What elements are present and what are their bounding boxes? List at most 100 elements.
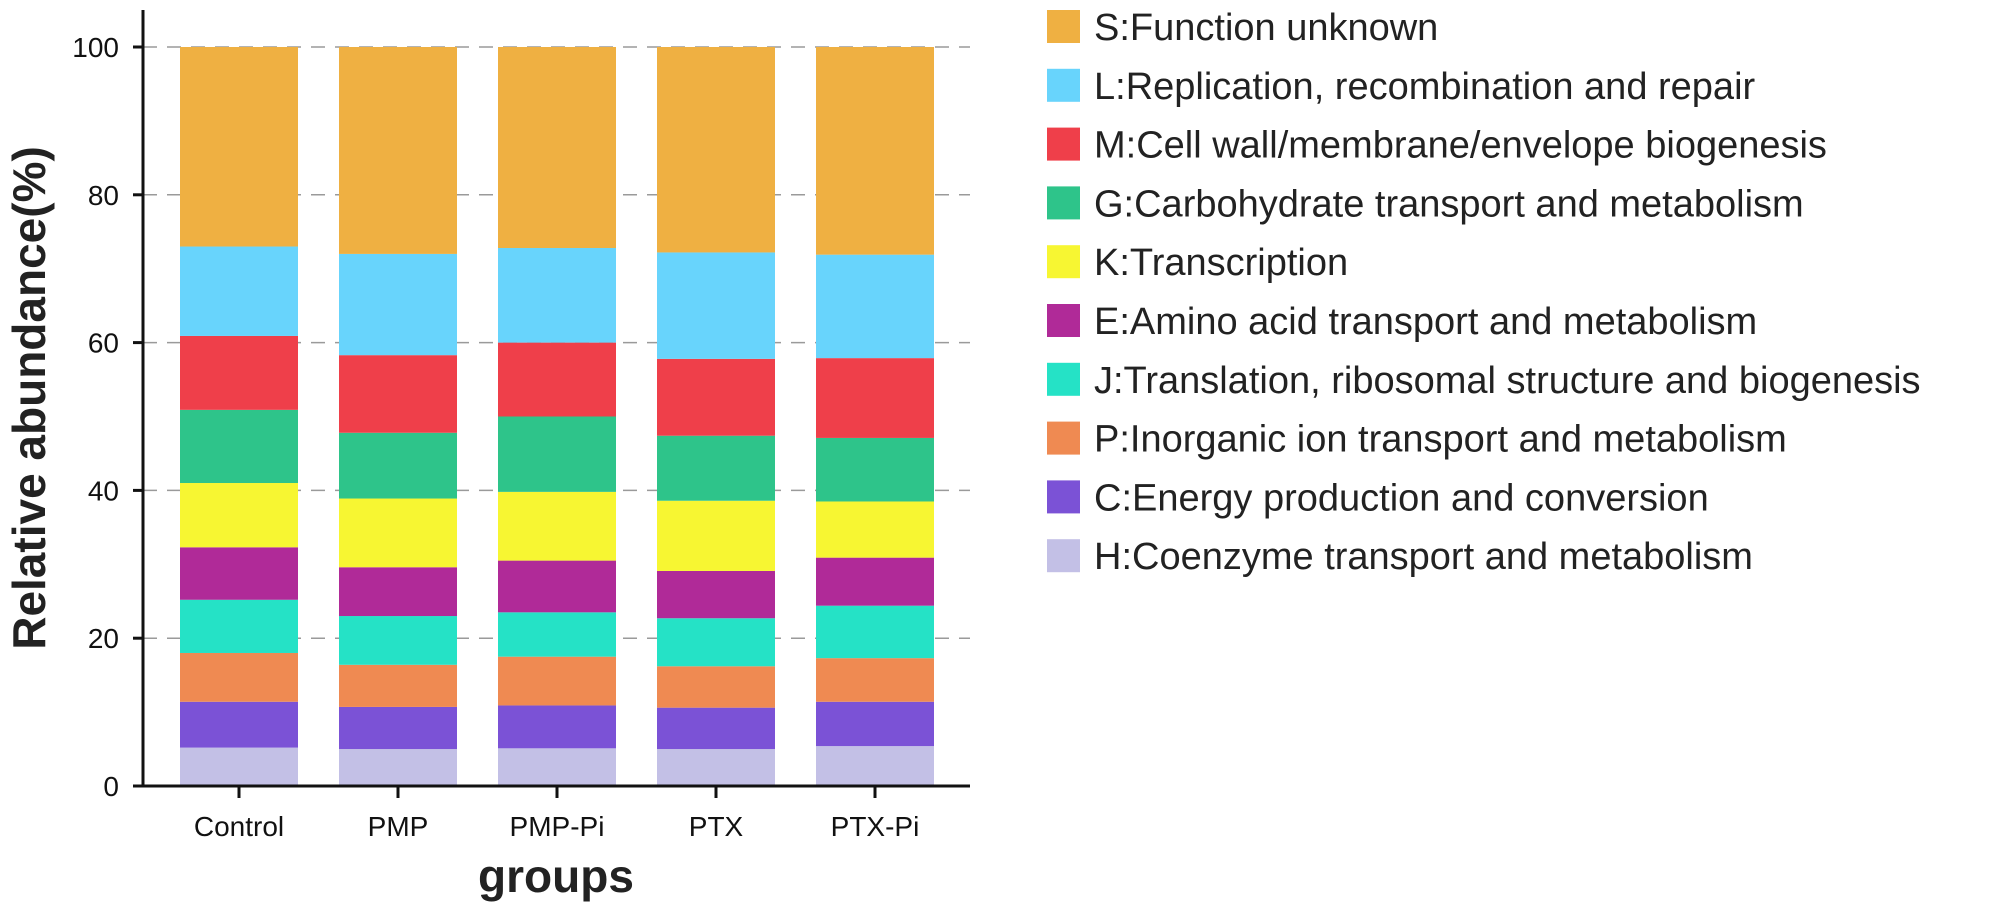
bar-segment: [816, 605, 934, 659]
bar-segment: [339, 706, 457, 750]
legend-label: S:Function unknown: [1094, 7, 1438, 49]
legend-label: M:Cell wall/membrane/envelope biogenesis: [1094, 125, 1827, 167]
bar-segment: [816, 557, 934, 606]
legend: S:Function unknown L:Replication, recombi…: [1047, 7, 1921, 578]
bar-segment: [657, 252, 775, 359]
bar-segment: [180, 547, 298, 600]
legend-swatch: [1047, 186, 1080, 220]
legend-swatch: [1047, 10, 1080, 43]
bars: [180, 47, 934, 786]
legend-label: K:Transcription: [1094, 242, 1348, 284]
legend-item: H:Coenzyme transport and metabolism: [1047, 536, 1753, 578]
x-tick-label: PTX: [689, 811, 744, 842]
legend-item: E:Amino acid transport and metabolism: [1047, 301, 1757, 343]
bar-segment: [180, 335, 298, 410]
x-tick-label: PMP: [368, 811, 429, 842]
legend-swatch: [1047, 68, 1080, 102]
bar-segment: [339, 664, 457, 707]
bar-segment: [180, 246, 298, 336]
x-ticks: Control PMP PMP-Pi PTX PTX-Pi: [194, 786, 919, 842]
legend-item: L:Replication, recombination and repair: [1047, 66, 1756, 108]
bar-segment: [498, 656, 616, 706]
legend-label: J:Translation, ribosomal structure and b…: [1094, 360, 1921, 402]
legend-item: M:Cell wall/membrane/envelope biogenesis: [1047, 125, 1827, 167]
bar-segment: [816, 47, 934, 255]
y-tick-label: 80: [88, 180, 119, 211]
bar-stack: [180, 47, 298, 786]
bar-segment: [657, 500, 775, 571]
bar-segment: [180, 483, 298, 548]
bar-segment: [816, 658, 934, 702]
legend-label: L:Replication, recombination and repair: [1094, 66, 1756, 108]
bar-segment: [657, 47, 775, 253]
x-tick-label: PMP-Pi: [510, 811, 605, 842]
x-tick-label: Control: [194, 811, 284, 842]
bar-segment: [816, 701, 934, 747]
legend-item: P:Inorganic ion transport and metabolism: [1047, 419, 1787, 461]
bar-segment: [657, 749, 775, 786]
bar-segment: [498, 248, 616, 343]
bar-segment: [498, 491, 616, 561]
bar-segment: [180, 409, 298, 484]
y-tick-label: 40: [88, 475, 119, 506]
bar-segment: [816, 254, 934, 359]
bar-segment: [816, 437, 934, 502]
x-tick-label: PTX-Pi: [831, 811, 920, 842]
bar-segment: [339, 253, 457, 356]
bar-segment: [498, 560, 616, 613]
bar-segment: [180, 599, 298, 653]
legend-swatch: [1047, 539, 1080, 573]
bar-segment: [816, 746, 934, 786]
legend-swatch: [1047, 245, 1080, 279]
legend-label: E:Amino acid transport and metabolism: [1094, 301, 1757, 343]
bar-segment: [816, 358, 934, 438]
bar-segment: [339, 749, 457, 786]
y-tick-label: 20: [88, 623, 119, 654]
y-ticks: 0 20 40 60 80 100: [72, 32, 143, 802]
legend-label: C:Energy production and conversion: [1094, 477, 1709, 519]
bar-segment: [339, 355, 457, 433]
bar-segment: [339, 47, 457, 254]
bar-segment: [498, 748, 616, 786]
bar-segment: [180, 652, 298, 702]
legend-swatch: [1047, 304, 1080, 337]
y-tick-label: 0: [103, 771, 119, 802]
y-tick-label: 60: [88, 328, 119, 359]
y-tick-label: 100: [72, 32, 119, 63]
legend-swatch: [1047, 480, 1080, 514]
legend-item: C:Energy production and conversion: [1047, 477, 1709, 519]
bar-segment: [339, 616, 457, 665]
y-axis-title: Relative abundance(%): [3, 146, 55, 650]
legend-label: P:Inorganic ion transport and metabolism: [1094, 419, 1787, 461]
bar-stack: [816, 47, 934, 786]
bar-segment: [180, 747, 298, 786]
bar-segment: [816, 501, 934, 558]
bar-segment: [180, 47, 298, 247]
bar-stack: [657, 47, 775, 786]
legend-label: G:Carbohydrate transport and metabolism: [1094, 183, 1804, 225]
bar-segment: [657, 707, 775, 750]
bar-segment: [498, 705, 616, 749]
bar-segment: [657, 435, 775, 501]
x-axis-title: groups: [478, 850, 634, 902]
bar-stack: [339, 47, 457, 786]
bar-segment: [657, 618, 775, 667]
bar-segment: [180, 701, 298, 748]
legend-swatch: [1047, 421, 1080, 455]
legend-item: G:Carbohydrate transport and metabolism: [1047, 183, 1804, 225]
bar-segment: [339, 567, 457, 617]
legend-item: J:Translation, ribosomal structure and b…: [1047, 360, 1921, 402]
legend-item: K:Transcription: [1047, 242, 1348, 284]
legend-swatch: [1047, 127, 1080, 161]
legend-item: S:Function unknown: [1047, 7, 1438, 49]
bar-segment: [498, 342, 616, 417]
bar-segment: [498, 416, 616, 492]
legend-label: H:Coenzyme transport and metabolism: [1094, 536, 1753, 578]
bar-segment: [657, 666, 775, 708]
bar-stack: [498, 47, 616, 786]
bar-segment: [498, 47, 616, 249]
bar-segment: [498, 612, 616, 657]
bar-segment: [657, 358, 775, 436]
bar-segment: [339, 498, 457, 568]
